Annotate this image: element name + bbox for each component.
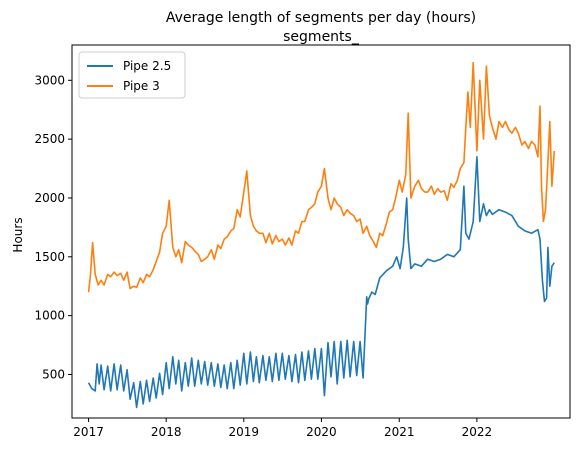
plot-area: 2017 2018 2019 2020 2021 2022 500 1000 1500 2000 2… [34,44,571,439]
y-tick-label: 2500 [34,132,65,146]
series-line-1 [87,156,555,409]
y-axis-label: Hours [11,217,25,252]
axes-layer: 2017 2018 2019 2020 2021 2022 500 1000 1500 2000 2… [34,73,492,439]
series-line-2 [87,61,556,293]
y-tick-label: 500 [42,367,65,381]
y-tick-label: 3000 [34,73,65,87]
legend: Pipe 2.5 Pipe 3 [78,51,186,99]
legend-label-2: Pipe 3 [123,79,160,93]
x-tick-label: 2018 [151,425,182,439]
x-tick-label: 2019 [229,425,260,439]
legend-label-1: Pipe 2.5 [123,59,171,73]
chart-subtitle: segments_ [283,29,360,45]
y-tick-label: 1500 [34,250,65,264]
x-tick-label: 2021 [384,425,415,439]
y-tick-label: 2000 [34,191,65,205]
plot-frame [71,44,571,419]
chart-title: Average length of segments per day (hour… [166,10,476,26]
x-tick-label: 2020 [306,425,337,439]
x-tick-label: 2022 [462,425,493,439]
plot-background [72,45,570,418]
x-tick-label: 2017 [73,425,104,439]
series-layer [87,61,556,409]
y-tick-label: 1000 [34,309,65,323]
